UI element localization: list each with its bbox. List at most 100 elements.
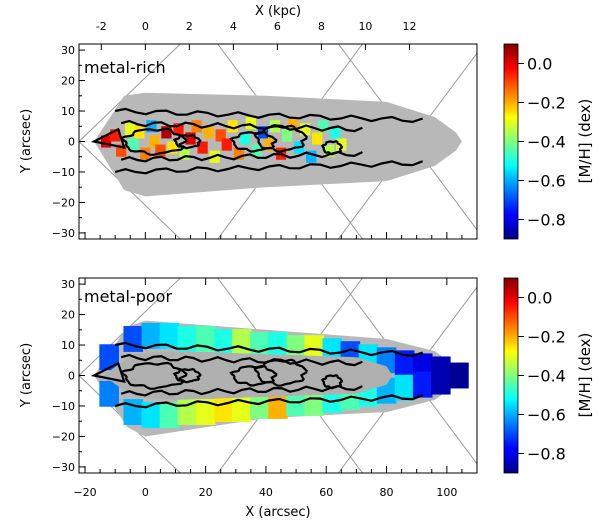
metallicity-bin <box>110 129 121 142</box>
y-tick-label: −20 <box>52 430 75 443</box>
colorbar <box>503 277 519 474</box>
metallicity-bin <box>155 144 166 157</box>
metallicity-bin <box>128 138 139 151</box>
kpc-tick-label: 12 <box>402 20 416 33</box>
colorbar-tick-label: −0.4 <box>527 367 566 386</box>
colorbar-title: [M/H] (dex) <box>576 99 594 184</box>
metallicity-bin <box>318 120 329 133</box>
metallicity-bin <box>304 389 324 416</box>
y-tick-label: −30 <box>52 227 75 240</box>
y-tick-label: −30 <box>52 461 75 474</box>
metallicity-bin <box>134 126 145 139</box>
metallicity-bin <box>232 329 252 355</box>
metallicity-bin <box>431 368 451 395</box>
contour <box>253 124 308 153</box>
y-tick-label: 0 <box>68 370 75 383</box>
panel-metal-rich: −30 −20 −10 0 10 20 30 metal-rich Y (arcsec) 0… <box>19 43 594 240</box>
metallicity-bin <box>286 335 306 362</box>
y-tick-label: −20 <box>52 196 75 209</box>
metallicity-bin <box>394 374 415 401</box>
contour <box>120 119 363 133</box>
metallicity-bin <box>195 399 216 426</box>
metallicity-bin <box>146 120 157 133</box>
contour <box>321 140 344 156</box>
metallicity-bin <box>99 380 119 407</box>
metallicity-bin <box>185 132 196 145</box>
y-tick-label: 10 <box>61 105 75 118</box>
metallicity-bin <box>449 362 469 389</box>
kpc-tick-label: 2 <box>186 20 193 33</box>
y-tick-label: 20 <box>61 309 75 322</box>
metallicity-bin <box>250 393 270 419</box>
metallicity-bin <box>304 335 324 362</box>
y-tick-label: −10 <box>52 166 75 179</box>
metallicity-bin <box>215 129 226 142</box>
y-tick-label: 10 <box>61 339 75 352</box>
metallicity-bin <box>161 126 172 139</box>
x-tick-labels: −20 0 20 40 60 80 100 <box>73 486 457 499</box>
isophote-contours <box>90 341 424 409</box>
colorbar-tick-label: −0.2 <box>527 94 566 113</box>
metallicity-bin <box>159 322 180 349</box>
metallicity-bin <box>312 132 323 145</box>
kpc-tick-label: 8 <box>318 20 325 33</box>
y-tick-label: 20 <box>61 75 75 88</box>
metallicity-bin <box>179 147 190 160</box>
y-tick-label: 30 <box>61 278 75 291</box>
metallicity-bin <box>140 147 151 160</box>
metallicity-bin <box>324 144 335 157</box>
y-ticks: −30 −20 −10 0 10 20 30 <box>52 44 85 240</box>
y-ticks: −30 −20 −10 0 10 20 30 <box>52 278 85 474</box>
metallicity-bin <box>233 147 244 160</box>
x-axis-title: X (arcsec) <box>245 505 310 520</box>
metallicity-bin <box>177 325 198 352</box>
colorbar-tick-label: −0.2 <box>527 328 566 347</box>
x-tick-label: 40 <box>259 486 273 499</box>
metallicity-bin <box>141 322 162 349</box>
contour <box>90 127 126 150</box>
x-tick-label: 80 <box>380 486 394 499</box>
colorbar-tick-label: −0.8 <box>527 211 566 230</box>
metallicity-bin <box>141 402 162 429</box>
x-ticks <box>84 232 478 239</box>
metallicity-bin <box>221 138 232 151</box>
colorbar <box>503 43 519 240</box>
metallicity-bin <box>99 344 119 371</box>
x-tick-label: 60 <box>319 486 333 499</box>
contour <box>253 358 308 387</box>
metallicity-bin <box>167 141 178 154</box>
metallicity-bin <box>330 126 341 139</box>
metallicity-bin <box>287 117 299 130</box>
colorbar-tick-label: −0.8 <box>527 445 566 464</box>
contour <box>172 368 202 384</box>
x-ticks <box>84 278 478 473</box>
y-tick-label: −10 <box>52 400 75 413</box>
contour <box>119 361 188 390</box>
metallicity-bin <box>306 150 317 163</box>
metallicity-bin <box>116 144 127 157</box>
colorbar-tick-label: −0.6 <box>527 172 566 191</box>
metallicity-bin <box>263 138 275 151</box>
colorbar-ticks: 0.0 −0.2 −0.4 −0.6 −0.8 <box>518 289 566 464</box>
metallicity-bin <box>268 393 288 419</box>
contour <box>120 150 363 163</box>
metallicity-bin <box>203 126 214 139</box>
y-tick-label: 30 <box>61 44 75 57</box>
colorbar-tick-label: 0.0 <box>527 289 552 308</box>
metallicity-bin <box>281 129 293 142</box>
contour <box>114 107 424 124</box>
colorbar-tick-label: 0.0 <box>527 55 552 74</box>
metallicity-bin <box>101 135 112 148</box>
kpc-tick-label: 6 <box>274 20 281 33</box>
metallicity-bin <box>149 135 160 148</box>
x-tick-label: 100 <box>436 486 457 499</box>
kpc-tick-label: 0 <box>142 20 149 33</box>
contour <box>119 127 188 156</box>
colorbar-tick-label: −0.4 <box>527 133 566 152</box>
contour <box>90 361 126 384</box>
grid-diagonal <box>79 141 182 239</box>
kpc-tick-label: -2 <box>96 20 107 33</box>
contour <box>114 341 424 358</box>
metallicity-bin <box>123 325 144 352</box>
